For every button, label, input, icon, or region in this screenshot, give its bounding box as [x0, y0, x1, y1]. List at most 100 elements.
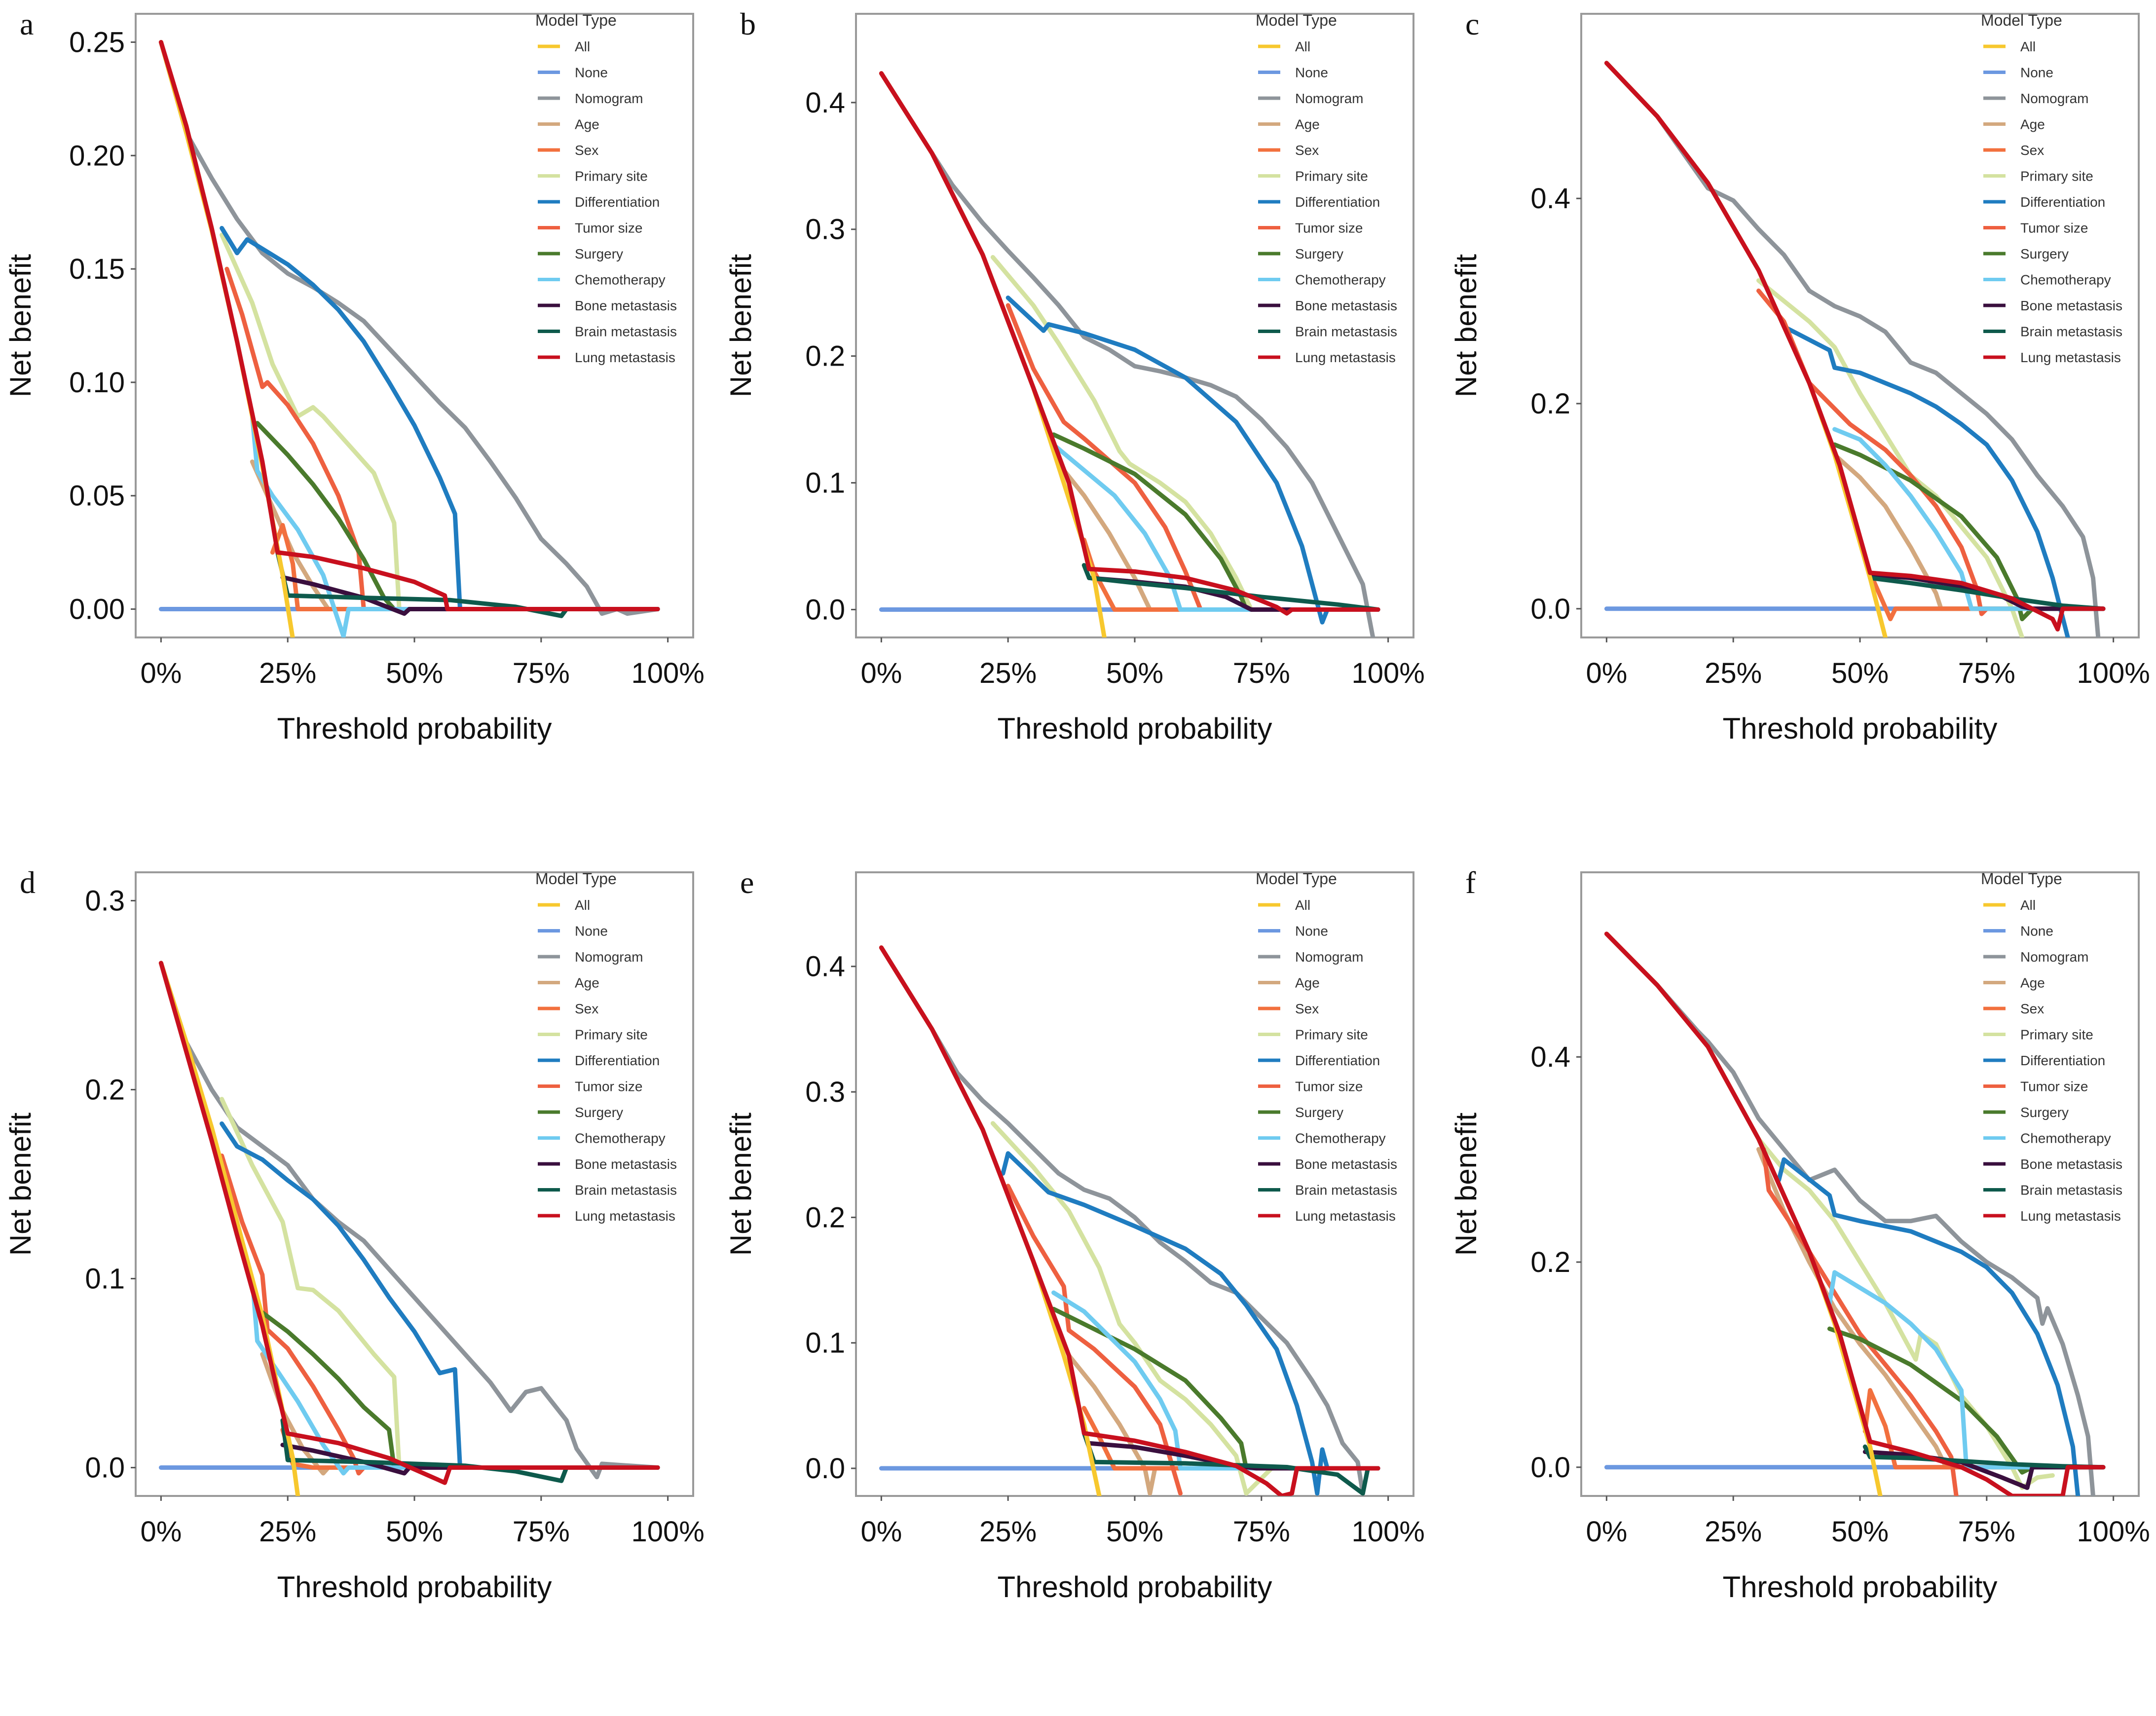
y-tick-label: 0.1 [85, 1263, 125, 1295]
legend-label: None [575, 65, 608, 80]
series-line-differentiation [1782, 324, 2070, 637]
panel-label: b [740, 6, 756, 41]
panel-f: f 0.0 0.2 0.4 0% 25% 50% 75% 100% Threshold proba… [1446, 858, 2156, 1716]
legend-label: Tumor size [1295, 221, 1363, 236]
legend-label: None [2020, 65, 2053, 80]
x-tick-label: 75% [513, 657, 570, 689]
panel-label: f [1465, 865, 1476, 900]
legend-label: All [1295, 897, 1310, 913]
series-line-lung-metastasis [879, 945, 1380, 1496]
panel-label: e [740, 865, 754, 900]
series-line-chemotherapy [250, 414, 660, 637]
legend-title: Model Type [1981, 870, 2062, 888]
series-line-differentiation [1777, 1157, 2081, 1496]
y-tick-label: 0.1 [805, 1327, 845, 1359]
y-tick-label: 0.25 [69, 26, 125, 58]
y-tick-label: 0.4 [1530, 183, 1570, 215]
series-line-brain-metastasis [1868, 575, 2106, 611]
series-line-nomogram [158, 961, 660, 1480]
x-tick-label: 0% [140, 657, 182, 689]
legend-label: Brain metastasis [575, 324, 677, 339]
y-tick-label: 0.1 [805, 467, 845, 499]
legend: Model Type All None Nomogram Age Sex Primary s… [1981, 870, 2122, 1224]
x-tick-label: 100% [1351, 1516, 1424, 1548]
series-line-nomogram [879, 71, 1375, 637]
legend-label: Surgery [1295, 246, 1343, 261]
y-tick-label: 0.05 [69, 480, 125, 512]
legend-label: Bone metastasis [1295, 298, 1397, 313]
legend-label: Bone metastasis [1295, 1156, 1397, 1172]
legend-title: Model Type [535, 870, 617, 888]
y-tick-label: 0.0 [1530, 593, 1570, 625]
panel-label: c [1465, 6, 1479, 41]
x-tick-label: 50% [386, 1516, 443, 1548]
series-line-differentiation [220, 1121, 660, 1470]
x-tick-label: 0% [1586, 657, 1627, 689]
x-axis-label: Threshold probability [998, 712, 1272, 745]
series-line-tumor-size [1761, 1147, 1959, 1496]
y-tick-label: 0.10 [69, 367, 125, 399]
x-tick-label: 75% [1958, 657, 2015, 689]
panel-c: c 0.0 0.2 0.4 0% 25% 50% 75% 100% Threshold proba… [1446, 0, 2156, 858]
legend-label: Primary site [575, 169, 648, 184]
series-line-tumor-size [1005, 303, 1380, 612]
series-line-surgery [1832, 442, 2106, 622]
legend-label: Tumor size [2020, 1079, 2088, 1094]
legend-label: Brain metastasis [2020, 1183, 2122, 1198]
legend-label: Age [1295, 117, 1320, 132]
series-line-primary-site [990, 255, 1380, 612]
legend-label: None [1295, 924, 1328, 939]
legend-label: Lung metastasis [575, 1208, 675, 1224]
x-axis-label: Threshold probability [998, 1570, 1272, 1604]
y-tick-label: 0.3 [85, 885, 125, 917]
series-line-tumor-size [220, 1154, 660, 1476]
legend-label: All [2020, 39, 2036, 54]
legend-label: Age [575, 975, 599, 991]
legend-label: Sex [2020, 1001, 2044, 1016]
y-axis-label: Net benefit [4, 254, 37, 398]
y-tick-label: 0.4 [1530, 1041, 1570, 1073]
legend-label: Brain metastasis [575, 1183, 677, 1198]
y-tick-label: 0.00 [69, 594, 125, 626]
legend-label: Chemotherapy [575, 1131, 666, 1146]
legend-label: Nomogram [2020, 91, 2088, 106]
x-tick-label: 50% [1106, 1516, 1163, 1548]
y-tick-label: 0.2 [805, 1201, 845, 1233]
legend-label: None [1295, 65, 1328, 80]
x-axis-label: Threshold probability [1723, 1570, 1998, 1604]
legend-label: Brain metastasis [1295, 1183, 1397, 1198]
legend-label: Age [2020, 975, 2045, 991]
legend-label: Nomogram [575, 91, 643, 106]
legend-label: Primary site [575, 1027, 648, 1043]
series-line-nomogram [1604, 61, 2101, 637]
series-line-tumor-size [1005, 1184, 1183, 1496]
legend-label: Chemotherapy [575, 272, 666, 288]
series-line-brain-metastasis [1081, 563, 1380, 612]
legend-label: Nomogram [1295, 91, 1363, 106]
legend-label: Bone metastasis [2020, 298, 2122, 313]
x-tick-label: 25% [1705, 657, 1762, 689]
panel-label: d [20, 865, 36, 900]
y-tick-label: 0.0 [805, 594, 845, 626]
legend-label: Surgery [2020, 1105, 2069, 1120]
legend-label: Age [2020, 117, 2045, 132]
legend-label: Chemotherapy [2020, 272, 2111, 288]
chart-svg: b 0.0 0.1 0.2 0.3 0.4 0% 25% 50% 75% 100% Threshold… [724, 6, 1425, 745]
legend-label: Differentiation [575, 194, 660, 210]
series-group [1604, 61, 2106, 637]
legend: Model Type All None Nomogram Age Sex Primary s… [1256, 11, 1397, 365]
chart-svg: f 0.0 0.2 0.4 0% 25% 50% 75% 100% Threshold proba… [1450, 865, 2150, 1604]
legend: Model Type All None Nomogram Age Sex Primary s… [535, 11, 677, 365]
series-line-primary-site [1756, 1137, 2055, 1490]
panel-b: b 0.0 0.1 0.2 0.3 0.4 0% 25% 50% 75% 100% Threshold… [720, 0, 1441, 858]
y-tick-label: 0.4 [805, 951, 845, 983]
x-tick-label: 25% [259, 657, 316, 689]
x-tick-label: 75% [1233, 1516, 1290, 1548]
x-tick-label: 0% [860, 1516, 902, 1548]
y-tick-label: 0.0 [805, 1453, 845, 1485]
series-line-primary-site [220, 1097, 660, 1470]
series-group [879, 71, 1380, 637]
legend-title: Model Type [535, 11, 617, 29]
legend-label: Brain metastasis [1295, 324, 1397, 339]
series-line-all [879, 945, 1102, 1496]
